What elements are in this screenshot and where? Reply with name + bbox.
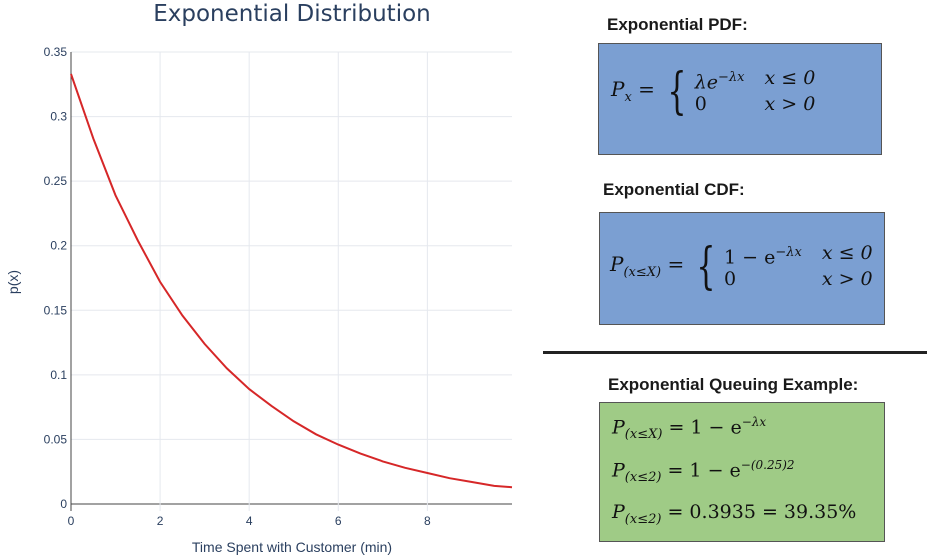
- plot-background: [71, 52, 512, 511]
- queuing-line-2: P(x≤2) = 1 − e−(0.25)2: [612, 458, 795, 486]
- y-tick-label: 0.1: [50, 368, 67, 382]
- y-tick-label: 0.35: [44, 45, 68, 59]
- x-tick-label: 6: [335, 514, 342, 528]
- y-tick-label: 0.15: [44, 303, 68, 317]
- queuing-line-1: P(x≤X) = 1 − e−λx: [612, 415, 767, 443]
- pdf-formula: Px = { λe−λx x ≤ 0 0 x > 0: [611, 66, 815, 116]
- pdf-formula-box: Px = { λe−λx x ≤ 0 0 x > 0: [598, 43, 882, 155]
- exponential-chart: 0 0.05 0.1 0.15 0.2 0.25 0.3 0.35 0 2 4 6 8 Exponen…: [5, 1, 513, 555]
- x-tick-label: 8: [424, 514, 431, 528]
- queuing-heading: Exponential Queuing Example:: [608, 375, 859, 394]
- cdf-row1-cond: x ≤ 0: [821, 241, 873, 264]
- cdf-row2-cond: x > 0: [821, 268, 873, 291]
- pdf-row2-expr: 0: [694, 93, 707, 116]
- pdf-row1-cond: x ≤ 0: [764, 66, 816, 89]
- pdf-row1-expr: λe−λx: [694, 69, 745, 94]
- chart-title: Exponential Distribution: [153, 1, 431, 27]
- pdf-cases: λe−λx x ≤ 0 0 x > 0: [695, 67, 816, 115]
- y-tick-label: 0: [60, 497, 67, 511]
- cdf-brace: {: [696, 237, 716, 295]
- x-tick-label: 4: [246, 514, 253, 528]
- y-tick-label: 0.3: [50, 110, 67, 124]
- y-axis-label: p(x): [5, 270, 21, 294]
- x-tick-labels: 0 2 4 6 8: [68, 514, 431, 528]
- y-tick-label: 0.25: [44, 174, 68, 188]
- x-tick-label: 2: [157, 514, 164, 528]
- pdf-row2-cond: x > 0: [764, 93, 816, 116]
- queuing-line-3: P(x≤2) = 0.3935 = 39.35%: [612, 501, 857, 527]
- series-layer: [70, 73, 513, 489]
- grid-lines: [70, 51, 512, 511]
- pdf-lhs: Px =: [611, 77, 655, 105]
- pdf-heading: Exponential PDF:: [607, 15, 748, 34]
- section-divider: [543, 351, 927, 354]
- cdf-formula: P(x≤X) = { 1 − e−λx x ≤ 0 0 x > 0: [610, 241, 873, 291]
- pdf-brace: {: [667, 62, 687, 120]
- queuing-formula-box: P(x≤X) = 1 − e−λx P(x≤2) = 1 − e−(0.25)2…: [599, 402, 885, 542]
- x-tick-label: 0: [68, 514, 75, 528]
- series-line: [70, 73, 513, 489]
- y-tick-labels: 0 0.05 0.1 0.15 0.2 0.25 0.3 0.35: [44, 45, 68, 511]
- cdf-heading: Exponential CDF:: [603, 180, 745, 199]
- cdf-cases: 1 − e−λx x ≤ 0 0 x > 0: [724, 242, 873, 290]
- x-axis-label: Time Spent with Customer (min): [192, 539, 392, 555]
- cdf-row2-expr: 0: [724, 268, 737, 291]
- y-tick-label: 0.2: [50, 239, 67, 253]
- y-tick-label: 0.05: [44, 432, 68, 446]
- cdf-lhs: P(x≤X) =: [610, 252, 685, 280]
- cdf-row1-expr: 1 − e−λx: [724, 244, 802, 269]
- cdf-formula-box: P(x≤X) = { 1 − e−λx x ≤ 0 0 x > 0: [599, 212, 885, 325]
